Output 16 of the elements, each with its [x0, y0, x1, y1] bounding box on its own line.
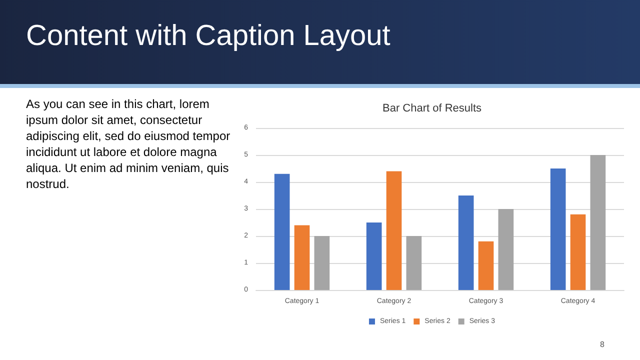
- text: As you can see in this chart, lorem ipsum dolor sit amet, consectetur adipiscing elit, sed do eiusmod tempor incididunt ut labore et dolore magna aliqua. Ut enim ad minim veniam, quis nostrud.: [26, 96, 231, 192]
- bar: [478, 241, 494, 290]
- bar: [314, 236, 330, 290]
- bar: [570, 214, 586, 290]
- bar: [274, 174, 290, 290]
- text: 8: [600, 340, 604, 349]
- chart-title: Bar Chart of Results: [382, 102, 482, 114]
- bar: [406, 236, 422, 290]
- bar: [590, 155, 606, 290]
- bar: [550, 168, 566, 290]
- bar: [294, 225, 310, 290]
- bar: [386, 171, 402, 290]
- text: Content with Caption Layout: [26, 20, 390, 53]
- bar: [498, 209, 514, 290]
- bar: [366, 222, 382, 290]
- bar: [458, 196, 474, 290]
